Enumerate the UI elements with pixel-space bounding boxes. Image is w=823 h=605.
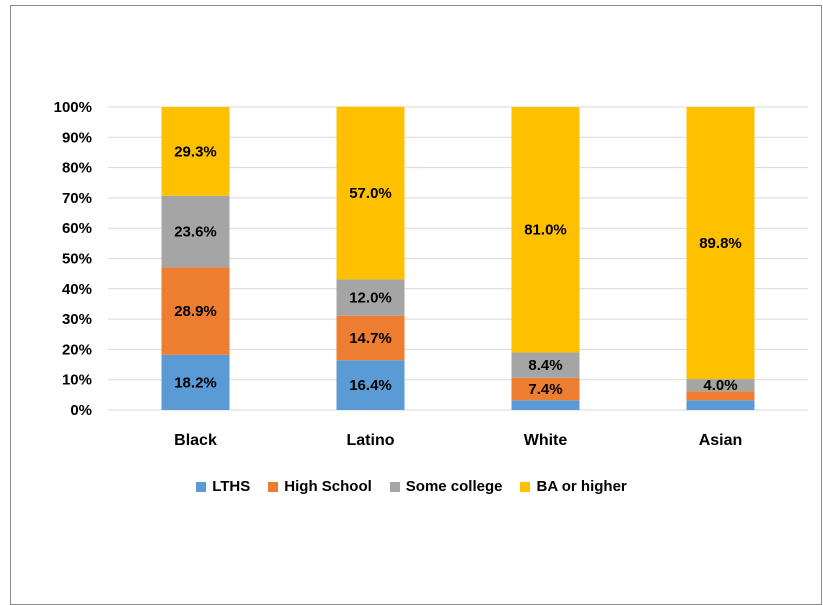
- legend-label: BA or higher: [536, 478, 627, 495]
- y-tick-label: 20%: [62, 341, 92, 358]
- legend-item-lths: LTHS: [196, 478, 250, 495]
- y-tick-label: 50%: [62, 251, 92, 268]
- bar-segment: [686, 107, 755, 380]
- x-tick-label: Asian: [699, 432, 743, 449]
- y-tick-label: 80%: [62, 160, 92, 177]
- data-label: 23.6%: [174, 224, 217, 241]
- bar-segment: [686, 391, 755, 401]
- data-label: 29.3%: [174, 143, 217, 160]
- legend-swatch: [196, 481, 207, 492]
- bar-segment: [336, 106, 405, 280]
- legend-swatch: [268, 481, 279, 492]
- data-label: 7.4%: [528, 381, 562, 398]
- bar-segment: [336, 279, 405, 316]
- bar-segment: [511, 377, 580, 401]
- legend-label: High School: [284, 478, 372, 495]
- legend-item-ba-or-higher: BA or higher: [520, 478, 627, 495]
- legend-label: LTHS: [212, 478, 251, 495]
- data-label: 4.0%: [703, 377, 737, 394]
- x-tick-label: Latino: [347, 432, 395, 449]
- bar-segment: [336, 315, 405, 361]
- legend-item-high-school: High School: [268, 478, 372, 495]
- bar-segment: [336, 360, 405, 410]
- bar-segment: [511, 352, 580, 378]
- x-tick-label: White: [524, 432, 568, 449]
- bar-segment: [161, 354, 230, 410]
- data-label: 16.4%: [349, 377, 392, 394]
- stacked-bar-chart: 0% 10% 20% 30% 40% 50% 60% 70% 80% 90% 100% 18.2% 28…: [54, 99, 808, 449]
- bar-segment: [161, 107, 230, 196]
- data-label: 57.0%: [349, 185, 392, 202]
- data-label: 81.0%: [524, 222, 567, 239]
- data-label: 89.8%: [699, 235, 742, 252]
- bar-segment: [511, 400, 580, 410]
- y-tick-label: 40%: [62, 281, 92, 298]
- y-tick-label: 10%: [62, 372, 92, 389]
- bar-segment: [161, 267, 230, 355]
- chart-legend: LTHS High School Some college BA or high…: [0, 478, 823, 495]
- bar-segment: [686, 379, 755, 392]
- x-tick-label: Black: [174, 432, 217, 449]
- data-label: 14.7%: [349, 330, 392, 347]
- bar-segment: [686, 400, 755, 410]
- y-tick-label: 60%: [62, 220, 92, 237]
- y-tick-label: 100%: [54, 99, 92, 116]
- legend-label: Some college: [405, 478, 503, 495]
- y-tick-label: 90%: [62, 129, 92, 146]
- legend-swatch: [520, 481, 531, 492]
- legend-item-some-college: Some college: [389, 478, 503, 495]
- bar-segment: [161, 195, 230, 268]
- y-tick-label: 0%: [70, 402, 92, 419]
- data-label: 12.0%: [349, 290, 392, 307]
- bar-segment: [511, 107, 580, 353]
- legend-swatch: [389, 481, 400, 492]
- data-label: 18.2%: [174, 374, 217, 391]
- y-tick-label: 70%: [62, 190, 92, 207]
- y-tick-label: 30%: [62, 311, 92, 328]
- data-label: 8.4%: [528, 357, 562, 374]
- data-label: 28.9%: [174, 303, 217, 320]
